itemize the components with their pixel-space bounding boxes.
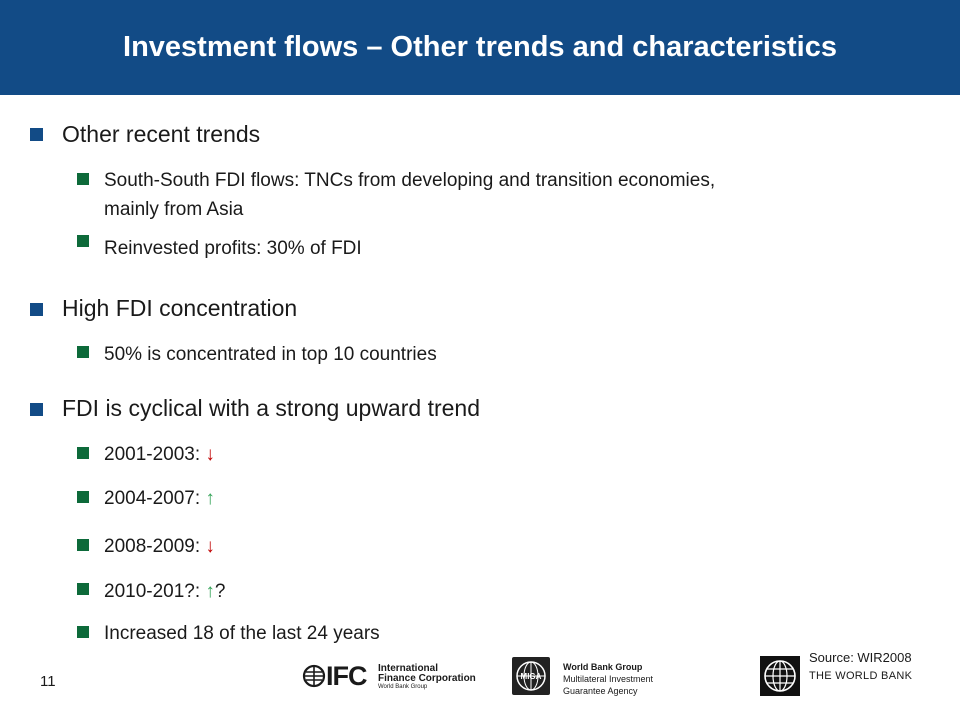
sub-bullet-square [77,583,89,595]
bullet-heading: Other recent trends [62,121,261,147]
miga-globe-icon: MIGA [516,661,546,691]
bullet-square [30,128,43,141]
bullet-square [30,303,43,316]
world-bank-logo [760,656,800,696]
sub-bullet-square [77,346,89,358]
slide-title: Investment flows – Other trends and char… [123,31,837,63]
miga-logo-text: MIGA [521,672,542,681]
page-number: 11 [40,673,56,690]
sub-bullet-text: South-South FDI flows: TNCs from develop… [104,170,716,191]
ifc-wordmark: IFC [326,661,367,691]
sub-bullet-period: 2004-2007: ↑ [104,484,215,513]
sub-bullet-period: 2010-201?: ↑? [104,577,226,606]
sub-bullet-text-continued: mainly from Asia [104,199,244,220]
ifc-logo: IFC International Finance Corporation Wo… [302,661,476,691]
sub-bullet-text: Reinvested profits: 30% of FDI [104,238,362,259]
ifc-name: International Finance Corporation [378,664,478,684]
miga-line2: Multilateral Investment [563,674,654,684]
miga-agency-name: World Bank Group Multilateral Investment… [563,661,683,697]
sub-bullet-square [77,235,89,247]
ifc-subtitle: World Bank Group [378,684,428,690]
sub-bullet-text: Increased 18 of the last 24 years [104,623,380,644]
sub-bullet-square [77,447,89,459]
arrow-up-icon: ↑ [205,488,215,509]
period-label: 2001-2003: [104,444,206,465]
sub-bullet-square [77,539,89,551]
title-bar: Investment flows – Other trends and char… [0,0,960,95]
world-bank-globe-icon [764,660,796,692]
miga-line3: Guarantee Agency [563,686,638,696]
source-note: Source: WIR2008 [809,650,912,665]
bullet-heading: FDI is cyclical with a strong upward tre… [62,395,480,421]
period-label: 2004-2007: [104,488,206,509]
world-bank-label: THE WORLD BANK [809,670,913,682]
ifc-name-line2: Finance Corporation [378,673,476,684]
bullet-heading: High FDI concentration [62,295,298,321]
period-label: 2008-2009: [104,536,206,557]
bullet-square [30,403,43,416]
sub-bullet-period: 2008-2009: ↓ [104,532,215,561]
arrow-down-icon: ↓ [205,444,215,465]
sub-bullet-text: 50% is concentrated in top 10 countries [104,344,437,365]
sub-bullet-square [77,173,89,185]
arrow-down-icon: ↓ [205,536,215,557]
miga-line1: World Bank Group [563,662,643,672]
sub-bullet-period: 2001-2003: ↓ [104,440,215,469]
sub-bullet-square [77,491,89,503]
ifc-globe-icon [302,664,326,688]
period-suffix: ? [214,581,226,602]
arrow-up-icon: ↑ [205,581,215,602]
sub-bullet-square [77,626,89,638]
ifc-name-line1: International [378,663,439,674]
period-label: 2010-201?: [104,581,206,602]
miga-logo: MIGA [512,657,550,695]
